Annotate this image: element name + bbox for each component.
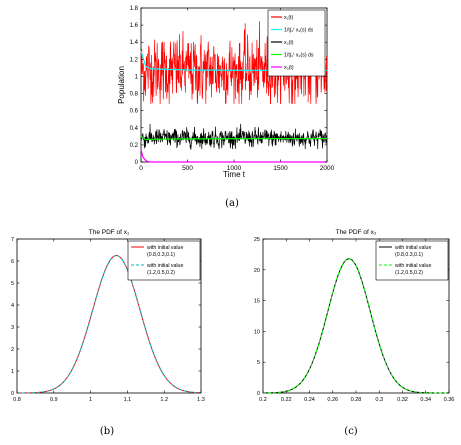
panel-b-series-group — [16, 254, 202, 394]
x-tick-label: 1500 — [273, 165, 288, 172]
y-tick-label: 1.8 — [130, 6, 139, 12]
x-tick-label: 1.3 — [197, 397, 205, 403]
panel-a-ylabel: Population — [117, 66, 126, 104]
y-tick-label: 2 — [11, 347, 14, 353]
y-tick-label: 5 — [257, 360, 260, 366]
y-tick-label: 1.2 — [130, 57, 139, 63]
x-tick-label: 2000 — [320, 165, 335, 172]
legend-label-values: (1.2,0.5,0.2) — [395, 270, 423, 276]
panel-c-title: The PDF of x₂ — [336, 229, 377, 236]
x-tick-label: 1000 — [227, 165, 242, 172]
legend-label-values: (0.8,0.3,0.1) — [395, 252, 423, 258]
x-tick-label: 0.9 — [50, 397, 58, 403]
y-tick-label: 1.4 — [130, 40, 139, 46]
x-tick-label: 1.1 — [124, 397, 132, 403]
x-tick-label: 1 — [89, 397, 92, 403]
legend-label: x₁(t) — [284, 15, 294, 21]
x-tick-label: 500 — [182, 165, 193, 172]
panel-a-legend-box — [267, 9, 326, 77]
panel-c-pdf-x2: The PDF of x₂ 0.2 0.22 0.24 0.26 0.28 0.3 0.32… — [254, 229, 454, 437]
y-tick-label: 0.2 — [130, 143, 139, 149]
legend-label: 1/t∫₀ᵗ x₂(s) ds — [284, 53, 314, 59]
x-tick-label: 1.2 — [160, 397, 168, 403]
x-tick-label: 0.34 — [420, 397, 431, 403]
x-tick-label: 0.8 — [13, 397, 21, 403]
y-tick-label: 0.4 — [130, 126, 139, 132]
y-tick-label: 1 — [135, 74, 139, 80]
y-tick-label: 0.8 — [130, 92, 139, 98]
y-tick-label: 1 — [11, 369, 14, 375]
panel-b-title: The PDF of x₁ — [89, 229, 130, 236]
series-line — [140, 21, 328, 105]
pdf-curve — [16, 254, 202, 394]
y-tick-label: 0.6 — [130, 109, 139, 115]
panel-a-legend: x₁(t) 1/t∫₀ᵗ x₁(s) ds x₂(t) 1/t∫₀ᵗ x₂(s) ds… — [267, 9, 326, 77]
y-tick-label: 6 — [11, 259, 14, 265]
pdf-curve — [262, 258, 450, 394]
y-tick-label: 0 — [135, 160, 139, 166]
y-tick-label: 1.6 — [130, 23, 139, 29]
legend-label: with initial value — [395, 263, 431, 269]
legend-label: 1/t∫₀ᵗ x₁(s) ds — [284, 28, 314, 34]
y-tick-label: 20 — [254, 268, 260, 274]
panel-c-ticks: 0.2 0.22 0.24 0.26 0.28 0.3 0.32 0.34 0.36 0 5 10 15… — [254, 237, 454, 403]
x-tick-label: 0.36 — [444, 397, 455, 403]
legend-label: with initial value — [395, 245, 431, 251]
panel-c-caption: (c) — [344, 426, 358, 437]
panel-a-time-series: 0 500 1000 1500 2000 0 0.2 0.4 0.6 0.8 1 1.2 1.4 1.6 1… — [117, 6, 335, 209]
y-tick-label: 0 — [11, 391, 14, 397]
x-tick-label: 0.22 — [281, 397, 292, 403]
series-line — [140, 149, 327, 163]
panel-b-pdf-x1: The PDF of x₁ 0.8 0.9 1 1.1 1.2 1.3 0 1 2 3 4 5 6 7 w… — [11, 229, 205, 437]
panel-a-caption: (a) — [225, 198, 239, 209]
series-line — [140, 123, 328, 150]
y-tick-label: 25 — [254, 237, 260, 243]
legend-label-values: (1.2,0.5,0.2) — [147, 270, 175, 276]
panel-c-legend-box — [375, 240, 449, 281]
y-tick-label: 4 — [11, 303, 14, 309]
panel-c-series-group — [262, 258, 450, 394]
x-tick-label: 0 — [139, 165, 143, 172]
legend-label: with initial value — [147, 263, 183, 269]
x-tick-label: 0.32 — [397, 397, 408, 403]
panel-a-xlabel: Time t — [223, 170, 246, 179]
panel-b-ticks: 0.8 0.9 1 1.1 1.2 1.3 0 1 2 3 4 5 6 7 — [11, 237, 205, 403]
panel-b-legend: with initial value(0.8,0.3,0.1)with init… — [127, 240, 201, 281]
y-tick-label: 7 — [11, 237, 14, 243]
legend-label-values: (0.8,0.3,0.1) — [147, 252, 175, 258]
legend-label: x₂(t) — [284, 40, 294, 46]
panel-b-caption: (b) — [100, 426, 114, 437]
y-tick-label: 10 — [254, 329, 260, 335]
panel-c-legend: with initial value(0.8,0.3,0.1)with init… — [375, 240, 449, 281]
x-tick-label: 0.2 — [259, 397, 267, 403]
series-line — [140, 135, 328, 141]
x-tick-label: 0.24 — [304, 397, 315, 403]
x-tick-label: 0.3 — [375, 397, 383, 403]
legend-label: with initial value — [147, 245, 183, 251]
y-tick-label: 5 — [11, 281, 14, 287]
y-tick-label: 3 — [11, 325, 14, 331]
y-tick-label: 15 — [254, 299, 260, 305]
y-tick-label: 0 — [257, 391, 260, 397]
x-tick-label: 0.26 — [327, 397, 338, 403]
x-tick-label: 0.28 — [351, 397, 362, 403]
panel-a-ticks: 0 500 1000 1500 2000 0 0.2 0.4 0.6 0.8 1 1.2 1.4 1.6 1… — [130, 6, 335, 172]
legend-label: x₃(t) — [284, 65, 294, 71]
